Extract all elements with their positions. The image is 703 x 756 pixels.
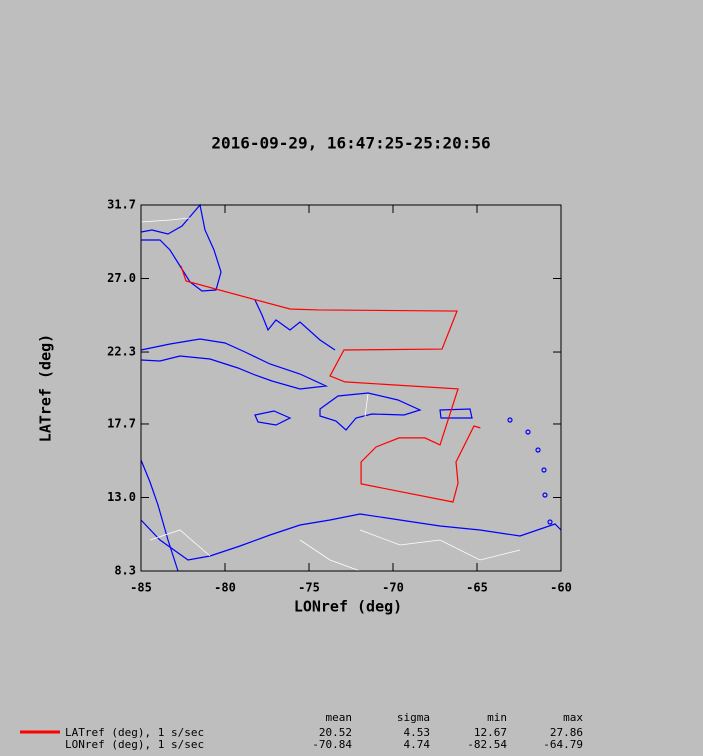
stat-label: LONref (deg), 1 s/sec [65, 738, 204, 751]
coastlines [140, 203, 562, 572]
coastline [525, 429, 531, 435]
coastline [140, 338, 329, 390]
border [140, 217, 191, 223]
stat-value: -82.54 [467, 738, 507, 751]
stat-label: LATref (deg), 1 s/sec [65, 726, 204, 739]
stat-header: min [487, 711, 507, 724]
y-tick-label: 8.3 [114, 564, 136, 578]
x-tick-label: -80 [214, 581, 236, 595]
coastline [547, 519, 553, 525]
stat-header: sigma [397, 711, 430, 724]
stat-value: 4.74 [404, 738, 431, 751]
x-tick-label: -85 [130, 581, 152, 595]
border [359, 529, 521, 561]
x-tick-label: -65 [466, 581, 488, 595]
coastline [319, 392, 422, 431]
coastline [507, 417, 513, 423]
stat-value: 27.86 [550, 726, 583, 739]
coastline [140, 459, 179, 572]
stat-value: 4.53 [404, 726, 431, 739]
y-tick-label: 31.7 [107, 198, 136, 212]
plot-frame [140, 204, 562, 572]
flight-track [180, 265, 481, 503]
x-tick-label: -70 [382, 581, 404, 595]
coastline [140, 513, 562, 561]
chart-title: 2016-09-29, 16:47:25-25:20:56 [211, 134, 490, 153]
coastline [535, 447, 541, 453]
y-tick-label: 22.3 [107, 345, 136, 359]
coastline [254, 299, 336, 351]
x-axis-label: LONref (deg) [294, 598, 402, 616]
x-tick-label: -75 [298, 581, 320, 595]
stat-value: -64.79 [543, 738, 583, 751]
coastline [541, 467, 547, 473]
border [149, 529, 211, 557]
border [299, 539, 361, 572]
border [364, 393, 369, 418]
stat-value: 20.52 [319, 726, 352, 739]
stat-header: max [563, 711, 583, 724]
y-tick-label: 13.0 [107, 490, 136, 504]
stat-value: 12.67 [474, 726, 507, 739]
coastline [254, 410, 292, 426]
x-tick-label: -60 [550, 581, 572, 595]
coastline [542, 492, 548, 498]
y-axis-label: LATref (deg) [37, 334, 55, 442]
coastline [439, 408, 473, 419]
stat-value: -70.84 [312, 738, 352, 751]
stat-header: mean [326, 711, 353, 724]
coastline [140, 203, 222, 292]
y-tick-label: 27.0 [107, 271, 136, 285]
y-tick-label: 17.7 [107, 416, 136, 430]
